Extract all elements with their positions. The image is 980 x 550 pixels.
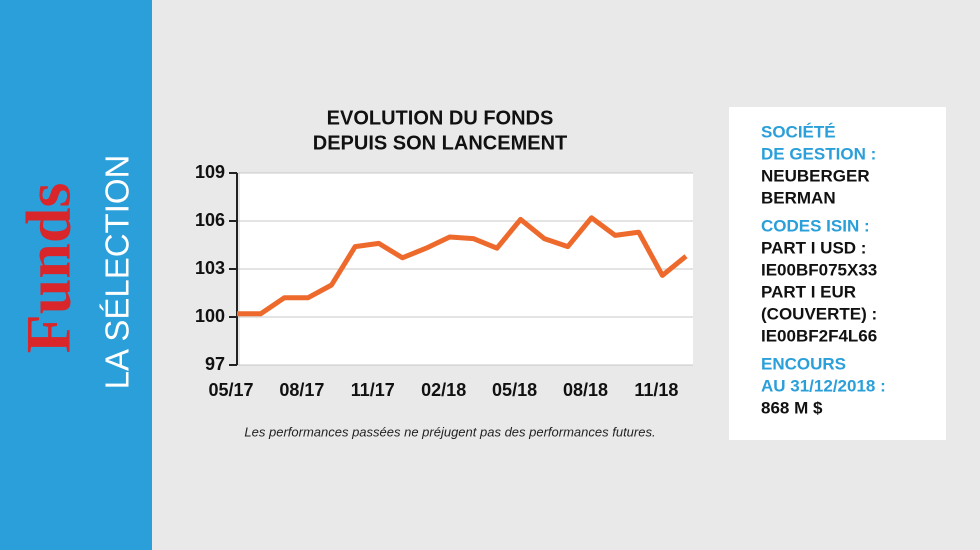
info-text: NEUBERGER — [761, 166, 870, 185]
y-tick-label: 97 — [205, 354, 225, 374]
y-tick-label: 106 — [195, 210, 225, 230]
x-tick-label: 02/18 — [421, 380, 466, 400]
brand: Funds — [13, 183, 84, 354]
info-text: IE00BF075X33 — [761, 260, 877, 279]
x-tick-label: 11/18 — [634, 380, 678, 400]
info-heading: DE GESTION : — [761, 144, 876, 163]
info-text: IE00BF2F4L66 — [761, 326, 877, 345]
x-tick-label: 11/17 — [351, 380, 395, 400]
line-series — [237, 215, 688, 317]
x-tick-label: 08/17 — [279, 380, 324, 400]
info-heading: SOCIÉTÉ — [761, 122, 836, 141]
y-tick-label: 109 — [195, 162, 225, 182]
footnote: Les performances passées ne préjugent pa… — [244, 424, 655, 439]
y-tick-label: 103 — [195, 258, 225, 278]
sidebar — [0, 0, 152, 550]
info-box — [729, 107, 946, 440]
x-tick-label: 08/18 — [563, 380, 608, 400]
info-text: PART I USD : — [761, 238, 866, 257]
info-text: 868 M $ — [761, 398, 823, 417]
info-heading: ENCOURS — [761, 354, 846, 373]
info-heading: AU 31/12/2018 : — [761, 376, 886, 395]
info-text: PART I EUR — [761, 282, 856, 301]
info-heading: CODES ISIN : — [761, 216, 870, 235]
chart-title: DEPUIS SON LANCEMENT — [313, 132, 567, 154]
info-text: BERMAN — [761, 188, 836, 207]
x-tick-label: 05/17 — [208, 380, 253, 400]
chart-title: EVOLUTION DU FONDS — [327, 107, 554, 129]
section-title: LA SÉLECTION — [99, 155, 136, 390]
y-tick-label: 100 — [195, 306, 225, 326]
x-tick-label: 05/18 — [492, 380, 537, 400]
info-text: (COUVERTE) : — [761, 304, 877, 323]
